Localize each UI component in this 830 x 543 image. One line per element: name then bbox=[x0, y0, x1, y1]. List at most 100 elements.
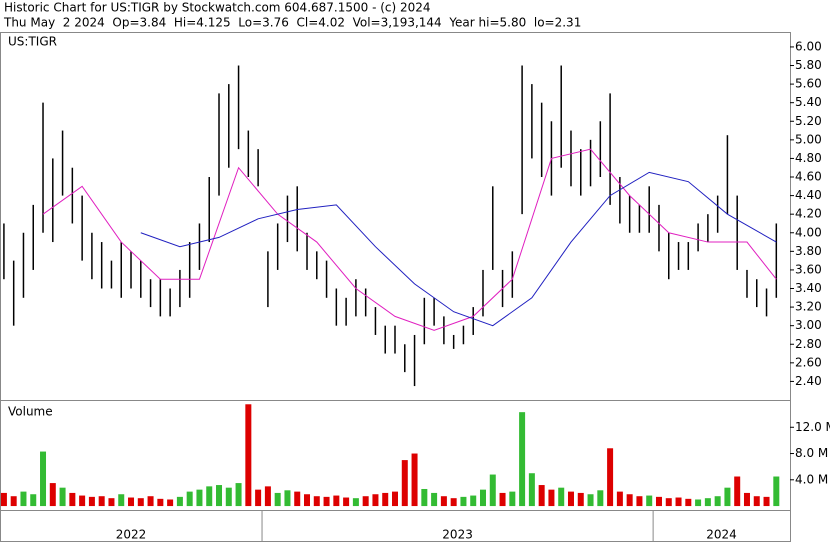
x-tick-label: 2022 bbox=[116, 528, 147, 542]
volume-bar bbox=[264, 486, 271, 507]
volume-bar bbox=[333, 495, 340, 507]
volume-bar bbox=[157, 498, 164, 507]
volume-bar bbox=[0, 492, 7, 507]
volume-bar bbox=[128, 497, 135, 507]
y-tick-label: 5.80 bbox=[795, 58, 822, 72]
volume-bar bbox=[567, 491, 574, 507]
moving-average bbox=[140, 171, 777, 327]
volume-bar bbox=[225, 487, 232, 507]
y-tick-label: 4.80 bbox=[795, 151, 822, 165]
volume-bar bbox=[665, 498, 672, 507]
y-tick-label: 4.00 bbox=[795, 225, 822, 239]
volume-bar bbox=[401, 460, 408, 507]
x-tick-label: 2024 bbox=[706, 528, 737, 542]
volume-bar bbox=[616, 491, 623, 507]
header-quote: Thu May 2 2024 Op=3.84 Hi=4.125 Lo=3.76 … bbox=[3, 16, 581, 30]
y-tick-label: 4.0 M bbox=[795, 472, 828, 486]
volume-bar bbox=[411, 453, 418, 507]
volume-bar bbox=[587, 494, 594, 507]
volume-bar bbox=[763, 496, 770, 507]
y-tick-label: 4.60 bbox=[795, 170, 822, 184]
volume-bar bbox=[235, 483, 242, 507]
volume-bar bbox=[147, 496, 154, 507]
volume-bar bbox=[196, 489, 203, 507]
header-title: Historic Chart for US:TIGR by Stockwatch… bbox=[4, 1, 431, 15]
volume-bar bbox=[597, 490, 604, 507]
volume-bar bbox=[49, 483, 56, 507]
volume-bar bbox=[646, 495, 653, 507]
x-tick-label: 2023 bbox=[442, 528, 473, 542]
volume-bar bbox=[40, 451, 47, 507]
y-tick-label: 5.60 bbox=[795, 77, 822, 91]
y-tick-label: 6.00 bbox=[795, 39, 822, 53]
y-tick-label: 3.00 bbox=[795, 318, 822, 332]
volume-bar bbox=[431, 492, 438, 507]
volume-bar bbox=[655, 496, 662, 507]
volume-bar bbox=[30, 494, 37, 507]
volume-bar bbox=[216, 485, 223, 507]
volume-bar bbox=[450, 498, 457, 507]
volume-bar bbox=[773, 476, 780, 507]
y-tick-label: 12.0 M bbox=[795, 420, 830, 434]
volume-bar bbox=[528, 473, 535, 507]
volume-bar bbox=[274, 492, 281, 507]
volume-bar bbox=[470, 495, 477, 507]
volume-bar bbox=[69, 492, 76, 507]
y-tick-label: 3.80 bbox=[795, 244, 822, 258]
y-tick-label: 4.20 bbox=[795, 207, 822, 221]
volume-bar bbox=[362, 496, 369, 507]
volume-bar bbox=[421, 488, 428, 507]
y-tick-label: 3.60 bbox=[795, 262, 822, 276]
volume-bar bbox=[479, 489, 486, 507]
volume-bar bbox=[753, 496, 760, 507]
volume-bar bbox=[548, 489, 555, 507]
volume-bar bbox=[685, 498, 692, 507]
y-tick-label: 3.20 bbox=[795, 300, 822, 314]
y-tick-label: 5.40 bbox=[795, 95, 822, 109]
y-tick-label: 2.40 bbox=[795, 374, 822, 388]
volume-bar bbox=[440, 496, 447, 507]
volume-bar bbox=[59, 487, 66, 507]
volume-bar bbox=[352, 498, 359, 507]
y-tick-label: 3.40 bbox=[795, 281, 822, 295]
volume-bar bbox=[304, 494, 311, 507]
volume-bar bbox=[743, 492, 750, 507]
volume-bar bbox=[636, 496, 643, 507]
volume-bar bbox=[20, 491, 27, 507]
y-tick-label: 5.20 bbox=[795, 114, 822, 128]
volume-bar bbox=[186, 491, 193, 507]
volume-bar bbox=[245, 404, 252, 507]
volume-bar bbox=[607, 448, 614, 507]
volume-bar bbox=[284, 490, 291, 507]
volume-bar bbox=[695, 499, 702, 507]
volume-bar bbox=[255, 489, 262, 507]
volume-bar bbox=[343, 497, 350, 507]
y-tick-label: 8.0 M bbox=[795, 446, 828, 460]
y-tick-label: 5.00 bbox=[795, 132, 822, 146]
volume-bar bbox=[382, 492, 389, 507]
volume-bar bbox=[460, 496, 467, 507]
volume-bar bbox=[98, 496, 105, 507]
price-panel-title: US:TIGR bbox=[8, 35, 57, 49]
volume-bar bbox=[176, 496, 183, 507]
volume-bar bbox=[206, 486, 213, 507]
y-tick-label: 2.80 bbox=[795, 337, 822, 351]
volume-bar bbox=[499, 492, 506, 507]
volume-bar bbox=[558, 487, 565, 507]
volume-bar bbox=[392, 491, 398, 507]
volume-bar bbox=[108, 498, 115, 507]
volume-bar bbox=[519, 412, 526, 507]
volume-bar bbox=[704, 498, 711, 507]
volume-bar bbox=[626, 494, 633, 507]
volume-bar bbox=[675, 497, 682, 507]
volume-bar bbox=[577, 492, 584, 507]
volume-bar bbox=[372, 494, 379, 507]
volume-panel-title: Volume bbox=[8, 405, 53, 419]
volume-bar bbox=[294, 491, 301, 507]
volume-bar bbox=[137, 498, 144, 507]
y-tick-label: 2.60 bbox=[795, 355, 822, 369]
volume-bar bbox=[10, 496, 17, 507]
volume-bar bbox=[509, 491, 516, 507]
